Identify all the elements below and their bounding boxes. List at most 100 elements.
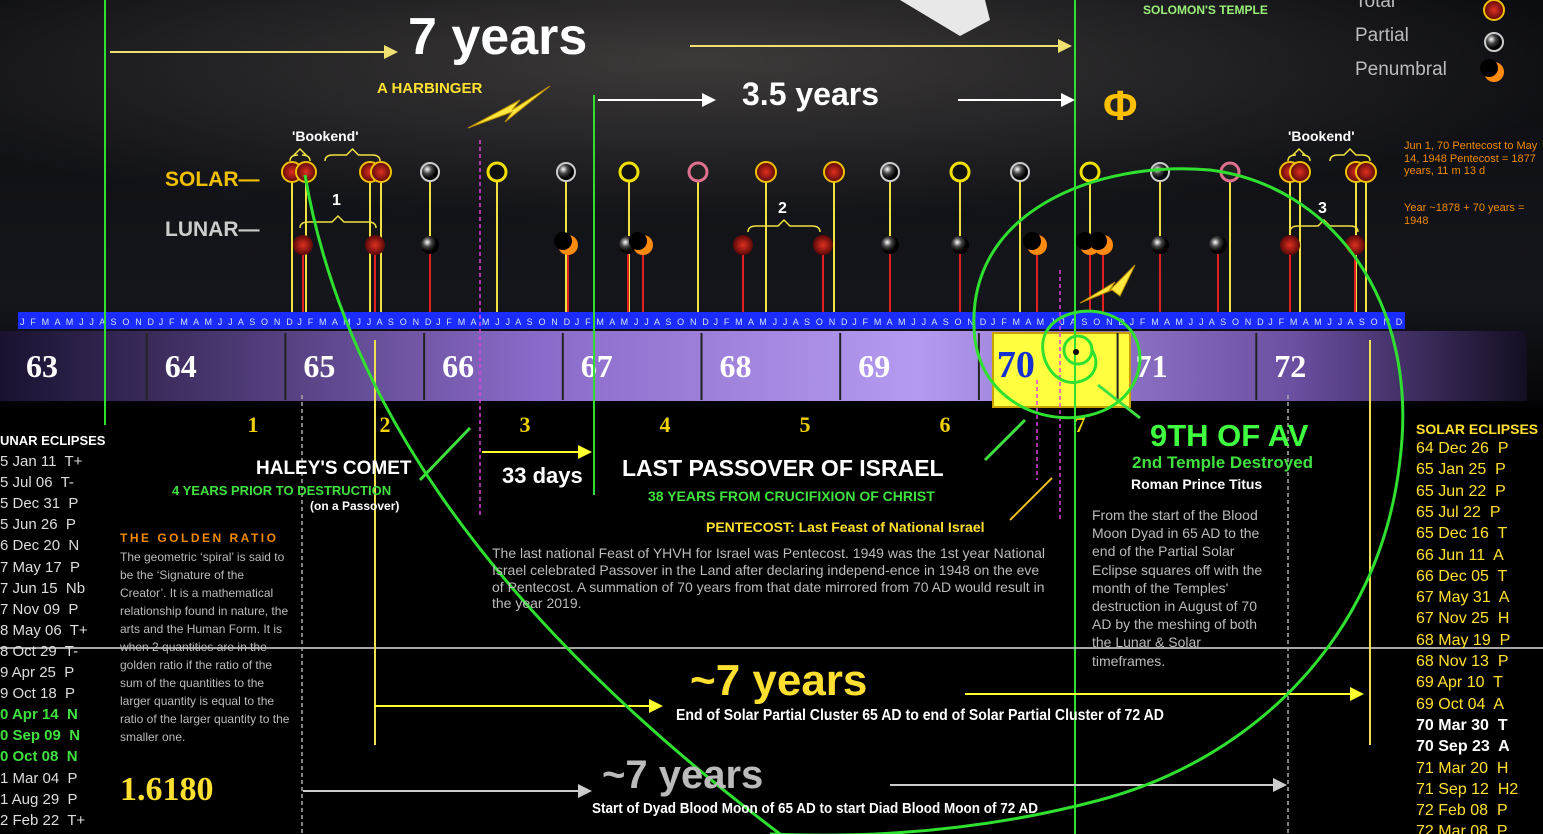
solar-row: 67 May 31 A <box>1416 589 1509 607</box>
brace-label: 1 <box>332 192 341 210</box>
solar-row: 67 Nov 25 H <box>1416 610 1509 628</box>
shadow <box>1089 232 1107 250</box>
brace <box>748 220 820 232</box>
span-caption: Start of Dyad Blood Moon of 65 AD to sta… <box>592 800 1038 817</box>
bookend: 'Bookend' <box>292 128 359 144</box>
solar-row: 69 Apr 10 T <box>1416 674 1503 692</box>
span-label: ~7 years <box>690 656 867 707</box>
event-title: 33 days <box>502 463 583 488</box>
count-label: 2 <box>380 412 391 437</box>
lightning <box>1080 265 1135 303</box>
note: Year ~1878 + 70 years = 1948 <box>1404 202 1529 227</box>
solar-row: 68 May 19 P <box>1416 632 1510 650</box>
count-label: 1 <box>248 412 259 437</box>
arrow-head <box>649 699 663 713</box>
solar-row: 72 Mar 08 P <box>1416 823 1508 834</box>
eclipse-ring <box>951 163 969 181</box>
year-label: 66 <box>442 348 474 384</box>
solar-row: 65 Jun 22 P <box>1416 483 1506 501</box>
shadow <box>1480 59 1498 77</box>
lunar-row: 6 Dec 20 N <box>0 537 79 554</box>
eclipse-total <box>1484 0 1504 20</box>
event-note: (on a Passover) <box>310 500 399 514</box>
arrow-head <box>384 45 398 59</box>
shadow <box>1023 232 1041 250</box>
lunar-row: 1 Mar 04 P <box>0 770 78 787</box>
event-sub: PENTECOST: Last Feast of National Israel <box>706 519 985 535</box>
row-label: SOLAR— <box>165 168 260 192</box>
solar-row: 71 Mar 20 H <box>1416 760 1508 778</box>
eclipse-total <box>1280 235 1300 255</box>
lunar-row: 0 Oct 08 N <box>0 748 78 765</box>
lunar-row: 7 May 17 P <box>0 559 80 576</box>
arrow-head <box>1058 39 1072 53</box>
eclipse-total <box>824 162 844 182</box>
arrow-head <box>1350 687 1364 701</box>
event-title: 9TH OF AV <box>1150 418 1308 454</box>
bookend: 'Bookend' <box>1288 128 1355 144</box>
span-label: 3.5 years <box>742 76 879 113</box>
count-label: 3 <box>520 412 531 437</box>
line <box>420 428 470 480</box>
eclipse-partial <box>557 163 575 181</box>
lunar-row: 8 May 06 T+ <box>0 622 88 639</box>
golden-text: The geometric ‘spiral’ is said to be the… <box>120 548 292 746</box>
eclipse-ring <box>1081 163 1099 181</box>
year-label: 64 <box>165 348 197 384</box>
year-label: 63 <box>26 348 58 384</box>
solar-row: 70 Sep 23 A <box>1416 738 1510 756</box>
span-caption: End of Solar Partial Cluster 65 AD to en… <box>676 707 1164 725</box>
eclipse-total <box>1356 162 1376 182</box>
eclipse-partial <box>951 236 969 254</box>
year-label: 65 <box>303 348 335 384</box>
lunar-row: 5 Jun 26 P <box>0 516 76 533</box>
lunar-row: 1 Aug 29 P <box>0 791 78 808</box>
lunar-row: 9 Oct 18 P <box>0 685 75 702</box>
eclipse-partial <box>1151 163 1169 181</box>
count-label: 5 <box>800 412 811 437</box>
legend-label: Penumbral <box>1355 59 1447 81</box>
lunar-row: 7 Jun 15 Nb <box>0 580 85 597</box>
temple-block <box>900 0 990 36</box>
eclipse-ring <box>689 163 707 181</box>
solar-row: 65 Dec 16 T <box>1416 525 1507 543</box>
list-title: UNAR ECLIPSES <box>0 434 105 449</box>
shadow <box>554 232 572 250</box>
eclipse-partial <box>1485 33 1503 51</box>
arrow-head <box>578 445 592 459</box>
paragraph: The last national Feast of YHVH for Isra… <box>492 545 1052 612</box>
solar-row: 66 Jun 11 A <box>1416 547 1504 565</box>
arrow-head <box>1061 93 1075 107</box>
golden-title: THE GOLDEN RATIO <box>120 532 278 546</box>
temple-label: SOLOMON'S TEMPLE <box>1143 4 1268 18</box>
year-label: 67 <box>581 348 613 384</box>
lunar-row: 0 Apr 14 N <box>0 706 78 723</box>
eclipse-partial <box>1011 163 1029 181</box>
event-sub: 4 YEARS PRIOR TO DESTRUCTION <box>172 484 391 499</box>
brace <box>290 149 310 161</box>
event-title: HALEY'S COMET <box>256 458 411 480</box>
year-label: 69 <box>858 348 890 384</box>
golden-value: 1.6180 <box>120 770 214 809</box>
solar-row: 66 Dec 05 T <box>1416 568 1507 586</box>
count-label: 4 <box>660 412 671 437</box>
event-sub: 38 YEARS FROM CRUCIFIXION OF CHRIST <box>648 488 935 504</box>
lunar-row: 0 Sep 09 N <box>0 727 80 744</box>
eclipse-partial <box>1209 236 1227 254</box>
solar-row: 72 Feb 08 P <box>1416 802 1508 820</box>
note: Jun 1, 70 Pentecost to May 14, 1948 Pent… <box>1404 140 1539 178</box>
infographic: J F M A M J J A S O N DJ F M A M J J A S… <box>0 0 1543 834</box>
eclipse-total <box>371 162 391 182</box>
event-title: LAST PASSOVER OF ISRAEL <box>622 455 944 481</box>
lunar-row: 8 Oct 29 T- <box>0 643 78 660</box>
line <box>1010 478 1052 520</box>
brace <box>325 149 380 161</box>
solar-row: 65 Jan 25 P <box>1416 461 1506 479</box>
span-label: ~7 years <box>602 752 763 798</box>
eclipse-total <box>1290 162 1310 182</box>
brace <box>300 216 376 228</box>
eclipse-total <box>293 235 313 255</box>
lunar-row: 5 Jul 06 T- <box>0 474 74 491</box>
brace-label: 3 <box>1318 200 1327 218</box>
brace <box>1330 149 1370 161</box>
